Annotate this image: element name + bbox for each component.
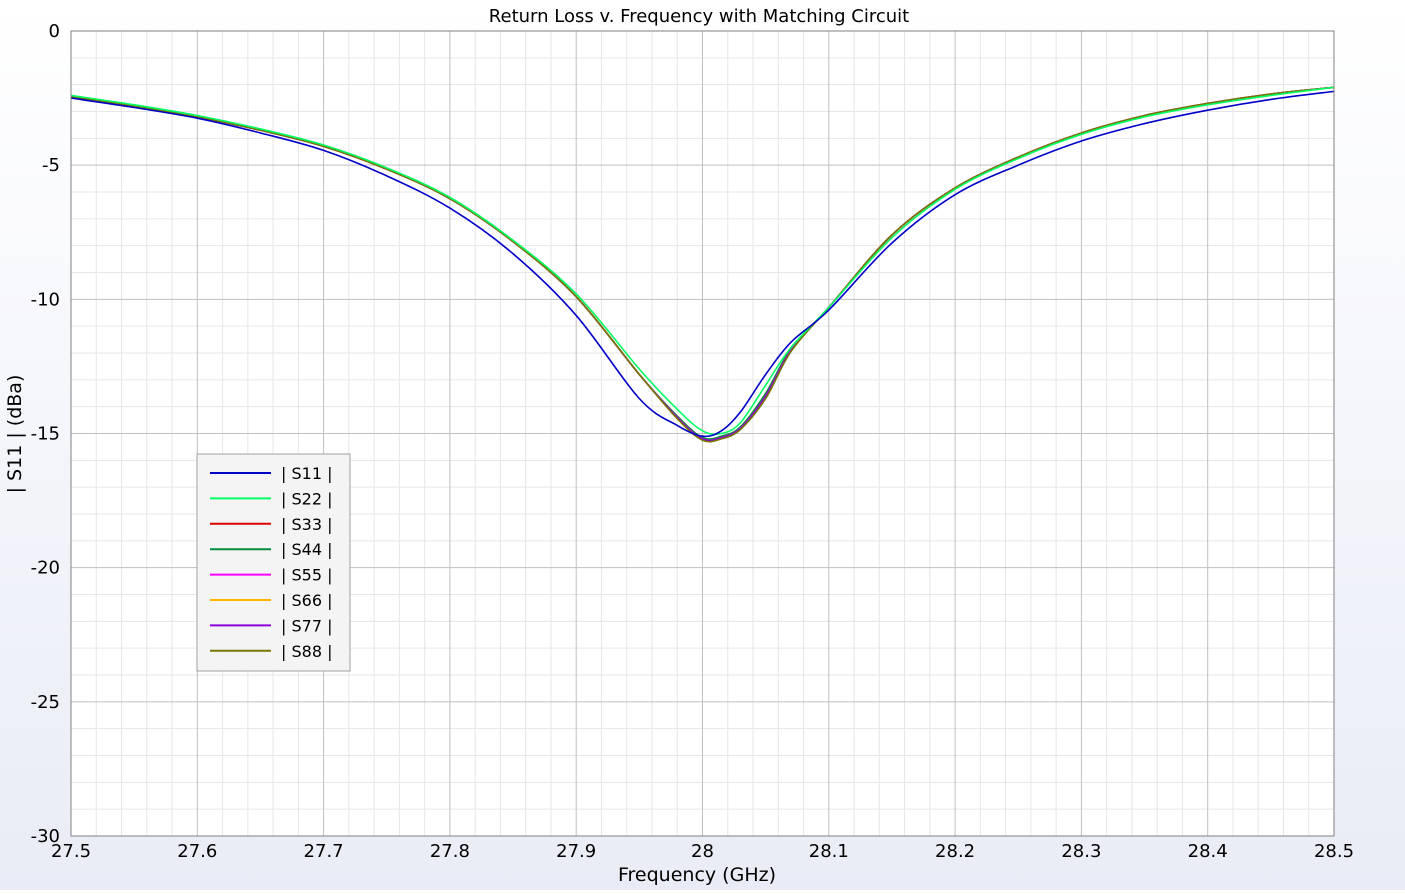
x-tick-label: 27.7: [304, 841, 344, 862]
x-axis-label: Frequency (GHz): [618, 864, 776, 886]
y-tick-label: -15: [31, 424, 60, 445]
x-tick-label: 27.5: [51, 841, 91, 862]
y-tick-label: -30: [31, 826, 60, 847]
chart-title: Return Loss v. Frequency with Matching C…: [489, 6, 909, 27]
x-tick-label: 28.4: [1188, 841, 1228, 862]
x-tick-label: 28.2: [935, 841, 975, 862]
x-tick-labels: 27.5 27.6 27.7 27.8 27.9 28 28.1 28.2 28.3 28.4 28…: [51, 841, 1354, 862]
legend-label: | S88 |: [281, 642, 332, 661]
legend-label: | S55 |: [281, 566, 332, 585]
x-tick-label: 28: [691, 841, 714, 862]
y-tick-label: -10: [31, 289, 60, 310]
series-line-s11: [71, 90, 1334, 438]
x-tick-label: 28.1: [809, 841, 849, 862]
legend-label: | S66 |: [281, 591, 332, 610]
y-tick-label: -20: [31, 558, 60, 579]
y-tick-label: -5: [42, 155, 60, 176]
legend-label: | S44 |: [281, 540, 332, 559]
y-tick-label: 0: [49, 21, 60, 42]
y-axis-label: | S11 | (dBa): [4, 375, 26, 494]
x-tick-label: 27.9: [556, 841, 596, 862]
y-tick-labels: 0 -5 -10 -15 -20 -25 -30: [31, 21, 60, 847]
legend-label: | S33 |: [281, 515, 332, 534]
series-layer: [71, 86, 1334, 443]
series-line-s22: [71, 86, 1334, 436]
y-tick-label: -25: [31, 692, 60, 713]
legend-label: | S11 |: [281, 464, 332, 483]
x-tick-label: 27.6: [177, 841, 217, 862]
x-tick-label: 27.8: [430, 841, 470, 862]
legend-label: | S22 |: [281, 489, 332, 508]
legend: | S11 | | S22 | | S33 | | S44 | | S55 | | S66…: [196, 453, 351, 672]
x-tick-label: 28.3: [1061, 841, 1101, 862]
legend-label: | S77 |: [281, 616, 332, 635]
x-tick-label: 28.5: [1314, 841, 1354, 862]
plot-border: [70, 30, 1335, 837]
series-line-s88: [71, 86, 1334, 443]
legend-box: [196, 453, 351, 672]
